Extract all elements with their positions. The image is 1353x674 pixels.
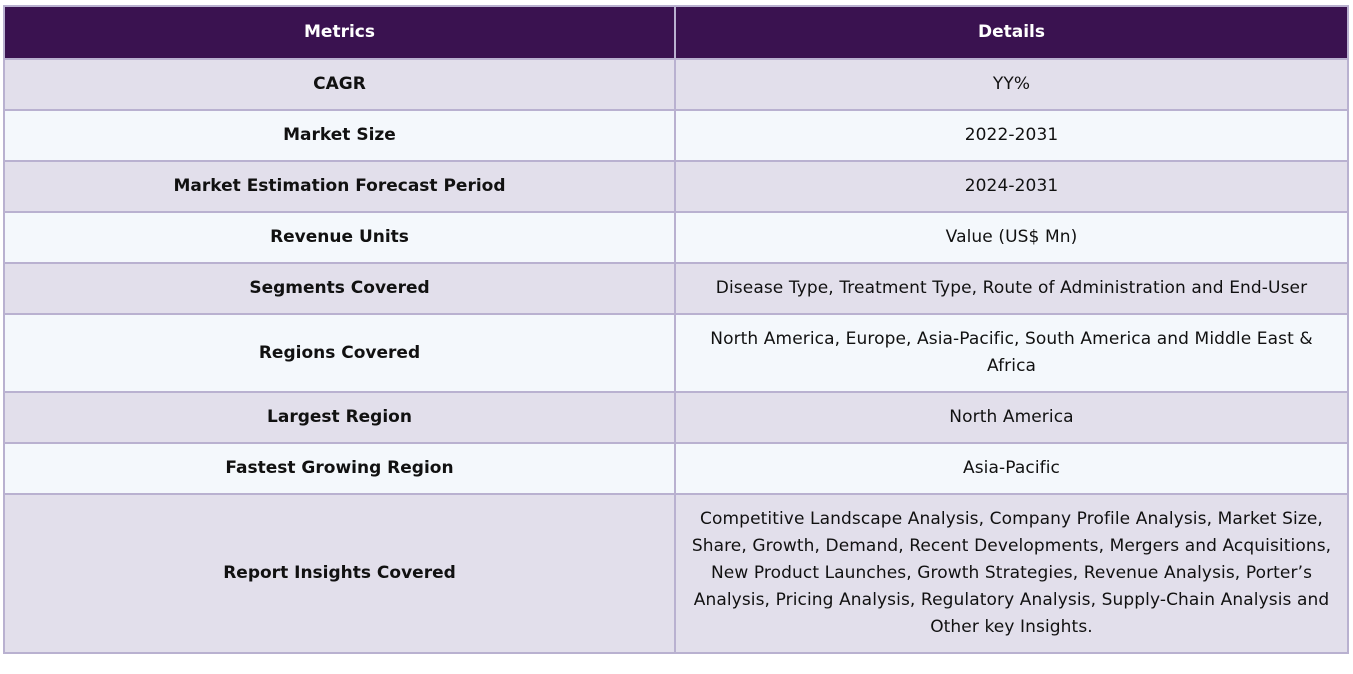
- detail-cell: North America, Europe, Asia-Pacific, Sou…: [674, 313, 1349, 393]
- detail-cell: YY%: [674, 58, 1349, 111]
- metric-cell: Largest Region: [3, 391, 676, 444]
- metric-cell: Report Insights Covered: [3, 493, 676, 654]
- metric-cell: Fastest Growing Region: [3, 442, 676, 495]
- table-row: Report Insights Covered Competitive Land…: [3, 493, 1349, 654]
- detail-cell: Value (US$ Mn): [674, 211, 1349, 264]
- table-row: Largest Region North America: [3, 391, 1349, 444]
- header-details: Details: [674, 5, 1349, 60]
- table-row: Market Estimation Forecast Period 2024-2…: [3, 160, 1349, 213]
- metric-cell: Revenue Units: [3, 211, 676, 264]
- table-row: Revenue Units Value (US$ Mn): [3, 211, 1349, 264]
- metric-cell: Market Estimation Forecast Period: [3, 160, 676, 213]
- header-metrics: Metrics: [3, 5, 676, 60]
- detail-cell: Asia-Pacific: [674, 442, 1349, 495]
- metrics-table: Metrics Details CAGR YY% Market Size 202…: [3, 5, 1349, 654]
- detail-cell: Competitive Landscape Analysis, Company …: [674, 493, 1349, 654]
- table-row: Regions Covered North America, Europe, A…: [3, 313, 1349, 393]
- metric-cell: Regions Covered: [3, 313, 676, 393]
- table-row: Fastest Growing Region Asia-Pacific: [3, 442, 1349, 495]
- metric-cell: Market Size: [3, 109, 676, 162]
- table-row: CAGR YY%: [3, 58, 1349, 111]
- metrics-table-container: Metrics Details CAGR YY% Market Size 202…: [3, 5, 1349, 654]
- detail-cell: North America: [674, 391, 1349, 444]
- table-header-row: Metrics Details: [3, 5, 1349, 60]
- table-row: Segments Covered Disease Type, Treatment…: [3, 262, 1349, 315]
- table-row: Market Size 2022-2031: [3, 109, 1349, 162]
- metric-cell: Segments Covered: [3, 262, 676, 315]
- detail-cell: 2024-2031: [674, 160, 1349, 213]
- detail-cell: Disease Type, Treatment Type, Route of A…: [674, 262, 1349, 315]
- metric-cell: CAGR: [3, 58, 676, 111]
- detail-cell: 2022-2031: [674, 109, 1349, 162]
